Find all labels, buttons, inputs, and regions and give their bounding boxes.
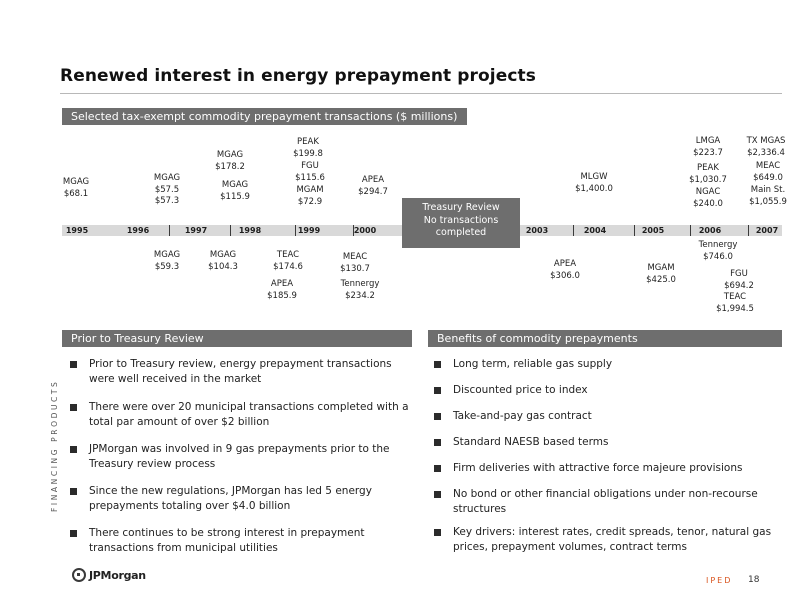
list-item: Firm deliveries with attractive force ma… <box>434 461 784 476</box>
transaction-label: TX MGAS $2,336.4 <box>746 136 786 158</box>
transaction-label: PEAK $1,030.7 <box>689 163 727 185</box>
transaction-label: MGAG $59.3 <box>153 250 181 272</box>
bullet-square-icon <box>434 529 441 536</box>
list-item: Prior to Treasury review, energy prepaym… <box>70 357 415 387</box>
bullet-square-icon <box>434 361 441 368</box>
year-2004: 2004 <box>583 226 607 235</box>
bullet-square-icon <box>434 465 441 472</box>
list-item: Long term, reliable gas supply <box>434 357 784 372</box>
title-divider <box>60 93 782 94</box>
bullet-square-icon <box>434 491 441 498</box>
transaction-label: MLGW $1,400.0 <box>575 172 613 194</box>
transaction-label: MGAG $104.3 <box>208 250 238 272</box>
transaction-label: MEAC $130.7 <box>340 252 370 274</box>
timeline-tick <box>230 225 231 236</box>
treasury-review-box: Treasury Review No transactions completed <box>402 198 520 248</box>
timeline-tick <box>690 225 691 236</box>
transaction-label: MGAG $68.1 <box>62 177 90 199</box>
bullet-square-icon <box>434 439 441 446</box>
jpmorgan-logo: JPMorgan <box>72 567 146 583</box>
list-item: No bond or other financial obligations u… <box>434 487 784 517</box>
transaction-label: Tennergy $746.0 <box>698 240 738 262</box>
side-section-label: FINANCING PRODUCTS <box>50 379 59 512</box>
timeline-tick <box>573 225 574 236</box>
year-1999: 1999 <box>297 226 321 235</box>
list-item: There continues to be strong interest in… <box>70 526 415 556</box>
benefits-header: Benefits of commodity prepayments <box>428 330 782 347</box>
list-item: JPMorgan was involved in 9 gas prepaymen… <box>70 442 415 472</box>
page-number: 18 <box>748 575 760 585</box>
year-2005: 2005 <box>641 226 665 235</box>
transaction-label: MGAM $425.0 <box>646 263 676 285</box>
year-1997: 1997 <box>184 226 208 235</box>
logo-wordmark: JPMorgan <box>89 568 146 582</box>
year-2000: 2000 <box>353 226 377 235</box>
transaction-label: TEAC $1,994.5 <box>716 292 754 314</box>
transaction-label: APEA $294.7 <box>358 175 388 197</box>
bullet-square-icon <box>70 530 77 537</box>
bullet-square-icon <box>70 446 77 453</box>
transaction-label: MGAG $178.2 <box>215 150 245 172</box>
transaction-label: MGAM $72.9 <box>296 185 324 207</box>
bullet-square-icon <box>70 404 77 411</box>
prior-review-header: Prior to Treasury Review <box>62 330 412 347</box>
bullet-square-icon <box>434 387 441 394</box>
treasury-review-title: Treasury Review <box>422 202 500 213</box>
year-1998: 1998 <box>238 226 262 235</box>
timeline-tick <box>634 225 635 236</box>
transactions-header: Selected tax-exempt commodity prepayment… <box>62 108 467 125</box>
timeline-tick <box>748 225 749 236</box>
prior-review-list: Prior to Treasury review, energy prepaym… <box>70 357 415 556</box>
timeline-tick <box>353 225 354 236</box>
timeline-tick <box>295 225 296 236</box>
bullet-square-icon <box>70 361 77 368</box>
list-item: Take-and-pay gas contract <box>434 409 784 424</box>
transaction-label: Main St. $1,055.9 <box>749 185 787 207</box>
list-item: Discounted price to index <box>434 383 784 398</box>
transaction-label: FGU $115.6 <box>295 161 325 183</box>
transaction-label: NGAC $240.0 <box>693 187 723 209</box>
transaction-label: MEAC $649.0 <box>753 161 783 183</box>
transaction-label: Tennergy $234.2 <box>340 279 380 301</box>
year-2003: 2003 <box>525 226 549 235</box>
timeline-tick <box>169 225 170 236</box>
year-2006: 2006 <box>698 226 722 235</box>
list-item: Key drivers: interest rates, credit spre… <box>434 525 784 555</box>
benefits-list: Long term, reliable gas supply Discounte… <box>434 357 784 555</box>
bullet-square-icon <box>70 488 77 495</box>
list-item: Since the new regulations, JPMorgan has … <box>70 484 415 514</box>
year-2007: 2007 <box>755 226 779 235</box>
jpmorgan-octagon-icon <box>72 568 86 582</box>
year-1996: 1996 <box>126 226 150 235</box>
transaction-label: MGAG $115.9 <box>220 180 250 202</box>
year-1995: 1995 <box>65 226 89 235</box>
transaction-label: LMGA $223.7 <box>693 136 723 158</box>
transaction-label: MGAG $57.5 $57.3 <box>153 173 181 206</box>
transaction-label: APEA $306.0 <box>550 259 580 281</box>
transaction-label: PEAK $199.8 <box>293 137 323 159</box>
list-item: Standard NAESB based terms <box>434 435 784 450</box>
transaction-label: APEA $185.9 <box>267 279 297 301</box>
treasury-review-note: No transactions completed <box>423 215 499 238</box>
footer-department: IPED <box>706 576 733 585</box>
page-title: Renewed interest in energy prepayment pr… <box>60 66 536 86</box>
transaction-label: FGU $694.2 <box>724 269 754 291</box>
transaction-label: TEAC $174.6 <box>273 250 303 272</box>
bullet-square-icon <box>434 413 441 420</box>
list-item: There were over 20 municipal transaction… <box>70 400 415 430</box>
